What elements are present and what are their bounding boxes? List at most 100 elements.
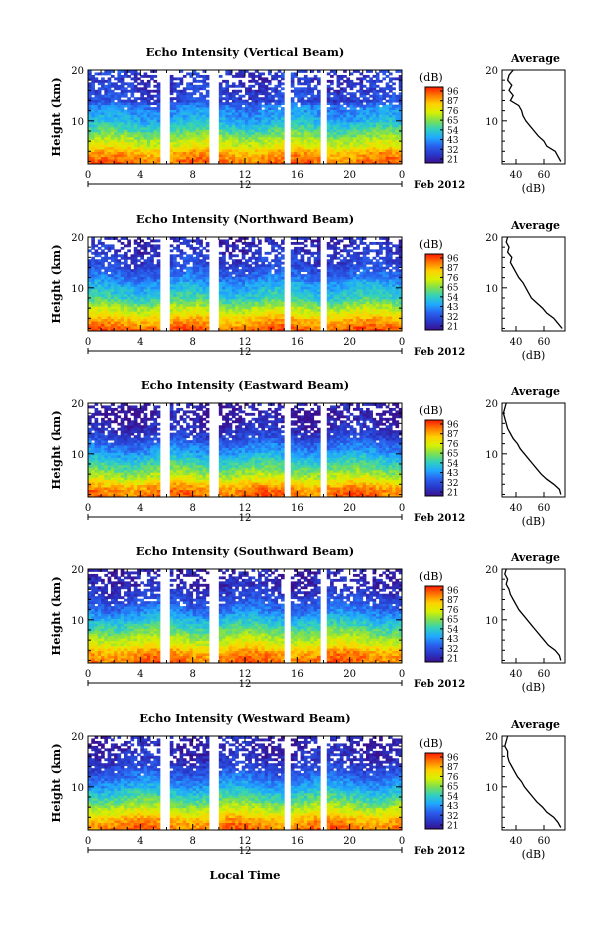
heatmap-cell [388, 121, 393, 125]
heatmap-cell [120, 159, 125, 162]
heatmap-cell [333, 274, 337, 277]
heatmap-cell [140, 161, 144, 165]
heatmap-cell [114, 284, 118, 287]
heatmap-cell [140, 112, 144, 115]
heatmap-cell [146, 284, 151, 287]
heatmap-cell [94, 124, 99, 128]
heatmap-cell [94, 298, 99, 302]
heatmap-cell [330, 112, 334, 115]
heatmap-cell [352, 131, 357, 135]
heatmap-cell [379, 94, 383, 98]
heatmap-cell [218, 291, 223, 295]
heatmap-cell [339, 308, 344, 312]
heatmap-cell [349, 159, 354, 162]
heatmap-cell [290, 72, 295, 76]
heatmap-cell [133, 136, 138, 140]
heatmap-cell [375, 306, 380, 310]
heatmap-cell [313, 159, 318, 162]
heatmap-cell [280, 109, 285, 113]
heatmap-cell [261, 77, 266, 81]
heatmap-cell [362, 129, 367, 133]
heatmap-cell [336, 159, 341, 162]
heatmap-cell [254, 279, 259, 282]
heatmap-cell [271, 104, 275, 108]
heatmap-cell [107, 288, 112, 292]
heatmap-cell [294, 121, 298, 125]
heatmap-cell [123, 296, 128, 300]
heatmap-cell [182, 141, 187, 145]
heatmap-cell [120, 286, 125, 290]
heatmap-cell [173, 308, 177, 312]
heatmap-cell [189, 139, 194, 143]
heatmap-cell [316, 276, 321, 280]
heatmap-cell [127, 121, 131, 125]
heatmap-cell [153, 112, 158, 115]
average-x-tick-label: 60 [538, 170, 551, 181]
heatmap-cell [369, 281, 373, 285]
heatmap-cell [362, 274, 367, 277]
heatmap-cell [346, 102, 351, 106]
heatmap-cell [101, 313, 105, 317]
heatmap-cell [336, 293, 341, 297]
heatmap-cell [153, 281, 158, 285]
heatmap-cell [294, 119, 298, 123]
heatmap-cell [359, 306, 364, 310]
heatmap-cell [290, 159, 295, 162]
heatmap-cell [235, 99, 239, 103]
heatmap-cell [362, 161, 367, 165]
heatmap-cell [251, 303, 256, 307]
heatmap-cell [176, 92, 180, 96]
heatmap-cell [150, 151, 154, 155]
heatmap-cell [104, 321, 109, 324]
heatmap-cell [143, 293, 148, 297]
heatmap-cell [277, 134, 282, 138]
heatmap-cell [195, 321, 200, 324]
heatmap-cell [130, 146, 135, 150]
heatmap-cell [114, 296, 118, 300]
heatmap-cell [179, 316, 184, 320]
heatmap-cell [179, 149, 184, 153]
heatmap-cell [326, 139, 331, 143]
heatmap-cell [117, 112, 122, 115]
heatmap-cell [352, 279, 357, 282]
heatmap-cell [297, 117, 301, 120]
heatmap-cell [110, 136, 115, 140]
heatmap-cell [88, 136, 92, 140]
heatmap-cell [375, 328, 380, 332]
heatmap-cell [388, 146, 393, 150]
heatmap-cell [133, 313, 138, 317]
heatmap-cell [248, 144, 252, 148]
heatmap-cell [307, 92, 311, 96]
heatmap-cell [339, 112, 344, 115]
heatmap-cell [372, 87, 377, 91]
heatmap-cell [352, 293, 357, 297]
heatmap-cell [346, 119, 351, 123]
heatmap-cell [176, 102, 180, 106]
heatmap-cell [336, 286, 341, 290]
heatmap-cell [330, 114, 334, 118]
heatmap-cell [261, 301, 266, 305]
heatmap-cell [336, 126, 341, 130]
heatmap-cell [375, 129, 380, 133]
heatmap-cell [349, 126, 354, 130]
heatmap-cell [277, 318, 282, 322]
heatmap-cell [310, 144, 315, 148]
heatmap-cell [290, 107, 295, 110]
heatmap-cell [326, 303, 331, 307]
panel-1: Echo Intensity (Vertical Beam)2010Height… [49, 45, 566, 195]
heatmap-cell [352, 308, 357, 312]
heatmap-cell [248, 112, 252, 115]
heatmap-cell [192, 134, 197, 138]
heatmap-cell [336, 121, 341, 125]
heatmap-cell [313, 121, 318, 125]
heatmap-cell [225, 104, 230, 108]
heatmap-cell [169, 104, 174, 108]
heatmap-cell [248, 291, 252, 295]
heatmap-cell [241, 303, 246, 307]
heatmap-cell [290, 112, 295, 115]
heatmap-cell [294, 159, 298, 162]
heatmap-cell [388, 296, 393, 300]
heatmap-cell [120, 316, 125, 320]
heatmap-cell [97, 99, 102, 103]
heatmap-cell [395, 296, 400, 300]
